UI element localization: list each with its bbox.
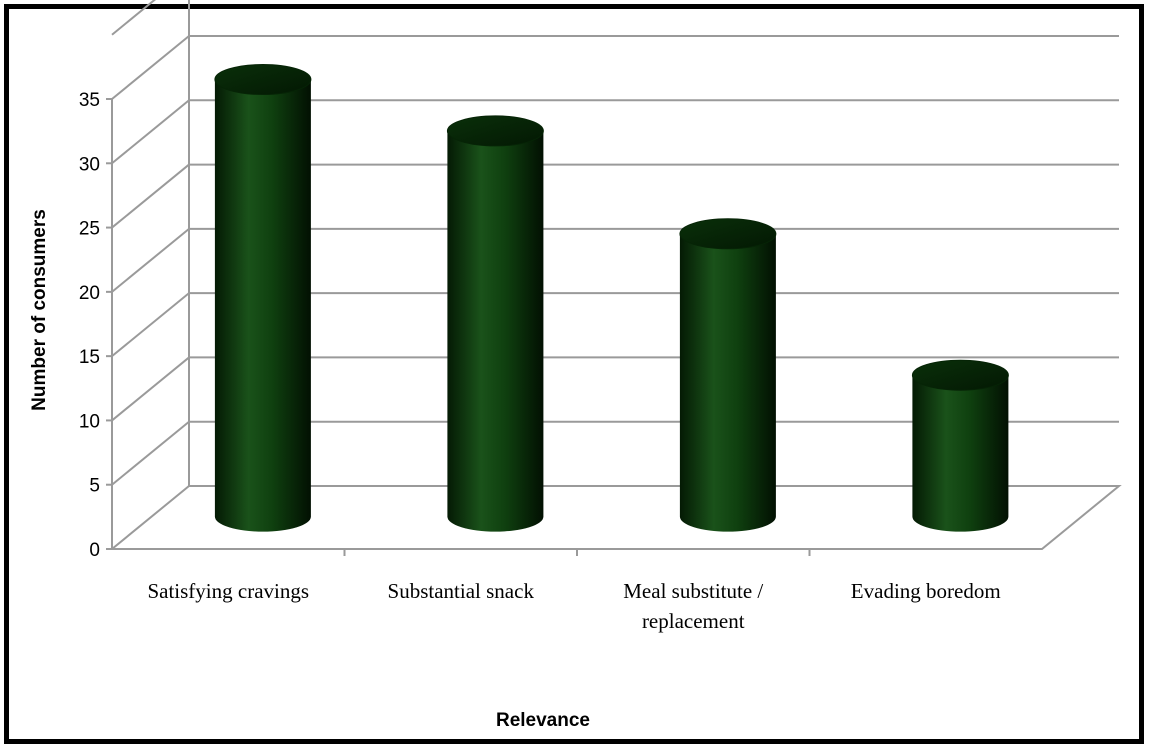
gridline-side: [111, 0, 157, 36]
y-tick-label: 20: [79, 283, 100, 304]
bar: [446, 115, 544, 532]
bar-top: [446, 115, 544, 147]
bars: [214, 64, 1009, 532]
y-tick-label: 15: [79, 347, 100, 368]
y-tick-label: 5: [89, 476, 100, 497]
y-tick-label: 35: [79, 90, 100, 111]
y-tick-label: 25: [79, 219, 100, 240]
bar: [911, 359, 1009, 532]
bar: [214, 64, 312, 532]
axes: [106, 98, 1042, 556]
gridline-side: [111, 420, 190, 486]
gridline-side: [111, 292, 190, 357]
y-tick-label: 10: [79, 411, 100, 432]
y-axis-title: Number of consumers: [29, 209, 50, 411]
bar-top: [911, 359, 1009, 391]
bar-body: [214, 79, 311, 532]
labels: 0 5 10 15 20 25 30 35 Satisfying cravings Substan…: [79, 90, 1001, 633]
gridline-side: [111, 228, 190, 293]
gridline-side: [111, 99, 190, 165]
x-category-label: Satisfying cravings: [147, 579, 309, 603]
y-tick-label: 30: [79, 154, 100, 175]
bar-top: [214, 64, 312, 96]
gridline-side: [111, 35, 190, 100]
gridline-side: [111, 356, 190, 422]
bar-top: [679, 218, 777, 250]
y-tick-label: 0: [89, 540, 100, 561]
bar-body: [912, 375, 1009, 532]
gridline-side: [111, 163, 190, 229]
bar-body: [447, 130, 544, 532]
x-axis-title: Relevance: [496, 710, 590, 731]
bar-body: [679, 233, 776, 532]
x-category-label: Evading boredom: [851, 579, 1001, 603]
x-category-label: Meal substitute / replacement: [623, 579, 763, 633]
bar: [679, 218, 777, 532]
x-category-label: Substantial snack: [388, 579, 535, 603]
